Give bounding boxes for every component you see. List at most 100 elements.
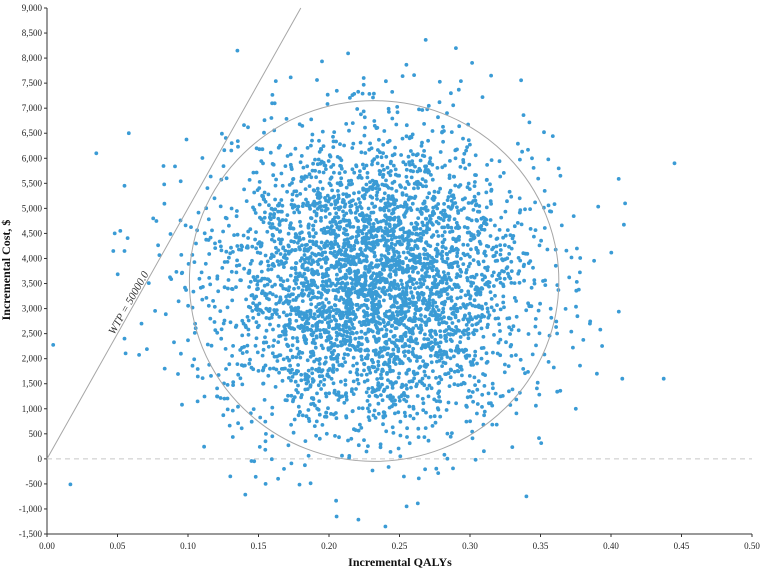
scatter-point — [368, 247, 373, 252]
scatter-point — [347, 292, 352, 297]
scatter-point — [385, 165, 390, 170]
scatter-point — [319, 295, 323, 300]
scatter-point — [355, 361, 359, 366]
scatter-point — [503, 209, 508, 214]
scatter-point — [373, 393, 378, 398]
scatter-point — [388, 282, 393, 287]
scatter-point — [488, 182, 492, 187]
scatter-point — [372, 334, 376, 339]
scatter-point — [272, 212, 277, 216]
scatter-point — [324, 410, 329, 415]
scatter-point — [484, 351, 489, 356]
scatter-point — [365, 171, 370, 175]
scatter-point — [312, 424, 317, 428]
scatter-point — [408, 414, 413, 418]
scatter-point — [387, 337, 392, 342]
scatter-point — [298, 192, 303, 196]
scatter-point — [327, 196, 332, 201]
scatter-point — [376, 352, 381, 356]
scatter-point — [339, 362, 344, 367]
scatter-point — [308, 327, 313, 332]
scatter-point — [332, 242, 337, 247]
scatter-point — [273, 79, 278, 83]
scatter-point — [303, 439, 308, 443]
scatter-point — [445, 111, 449, 115]
scatter-point — [493, 293, 497, 298]
scatter-point — [396, 293, 401, 298]
scatter-point — [406, 241, 411, 246]
scatter-point — [522, 262, 526, 267]
scatter-point — [358, 229, 362, 233]
scatter-point — [409, 195, 414, 200]
scatter-point — [455, 363, 460, 368]
scatter-point — [428, 217, 433, 221]
scatter-point — [472, 298, 477, 303]
scatter-point — [388, 393, 393, 398]
scatter-point — [421, 344, 425, 348]
scatter-point — [548, 306, 553, 311]
scatter-point — [430, 424, 435, 428]
scatter-point — [380, 369, 384, 374]
scatter-point — [371, 298, 376, 303]
scatter-point — [387, 208, 391, 213]
scatter-point — [390, 425, 395, 430]
scatter-point — [262, 276, 267, 281]
scatter-point — [356, 381, 361, 386]
y-tick-label: 3,000 — [22, 304, 43, 314]
scatter-point — [543, 283, 548, 287]
scatter-point — [259, 260, 264, 265]
scatter-point — [412, 256, 416, 261]
scatter-point — [472, 235, 477, 240]
scatter-point — [355, 205, 359, 210]
scatter-point — [476, 379, 481, 384]
scatter-point — [546, 157, 551, 162]
scatter-point — [426, 103, 431, 108]
scatter-point — [417, 252, 422, 257]
scatter-point — [464, 148, 468, 153]
scatter-point — [482, 409, 487, 414]
scatter-point — [323, 260, 328, 264]
scatter-point — [262, 215, 267, 220]
scatter-point — [407, 404, 412, 409]
scatter-point — [371, 413, 376, 418]
scatter-point — [316, 262, 321, 267]
scatter-point — [354, 330, 359, 335]
scatter-point — [292, 417, 297, 422]
scatter-point — [343, 382, 348, 387]
scatter-point — [433, 300, 438, 305]
scatter-point — [423, 332, 427, 337]
scatter-point — [360, 357, 364, 362]
scatter-point — [192, 331, 197, 335]
scatter-point — [395, 313, 400, 317]
scatter-point — [303, 374, 308, 378]
scatter-point — [349, 199, 353, 204]
scatter-point — [411, 295, 415, 300]
scatter-point — [331, 370, 336, 374]
scatter-point — [450, 245, 454, 249]
scatter-point — [514, 411, 519, 416]
scatter-point — [501, 294, 506, 299]
scatter-point — [404, 399, 409, 404]
scatter-point — [480, 272, 484, 277]
scatter-point — [376, 381, 381, 385]
scatter-point — [457, 348, 462, 353]
scatter-point — [362, 438, 366, 442]
scatter-point — [440, 276, 445, 280]
scatter-point — [616, 177, 621, 181]
scatter-point — [319, 228, 324, 232]
scatter-point — [378, 280, 382, 285]
scatter-point — [344, 218, 349, 223]
scatter-point — [485, 280, 489, 285]
scatter-point — [317, 412, 322, 417]
scatter-point — [486, 322, 490, 327]
x-tick-label: 0.10 — [180, 541, 196, 551]
scatter-point — [374, 218, 379, 222]
scatter-point — [408, 206, 413, 210]
scatter-point — [305, 164, 310, 169]
scatter-point — [288, 75, 293, 80]
scatter-point — [486, 315, 491, 320]
scatter-point — [249, 293, 254, 298]
scatter-point — [334, 392, 339, 397]
y-tick-label: 8,000 — [22, 53, 43, 63]
scatter-point — [448, 159, 452, 163]
